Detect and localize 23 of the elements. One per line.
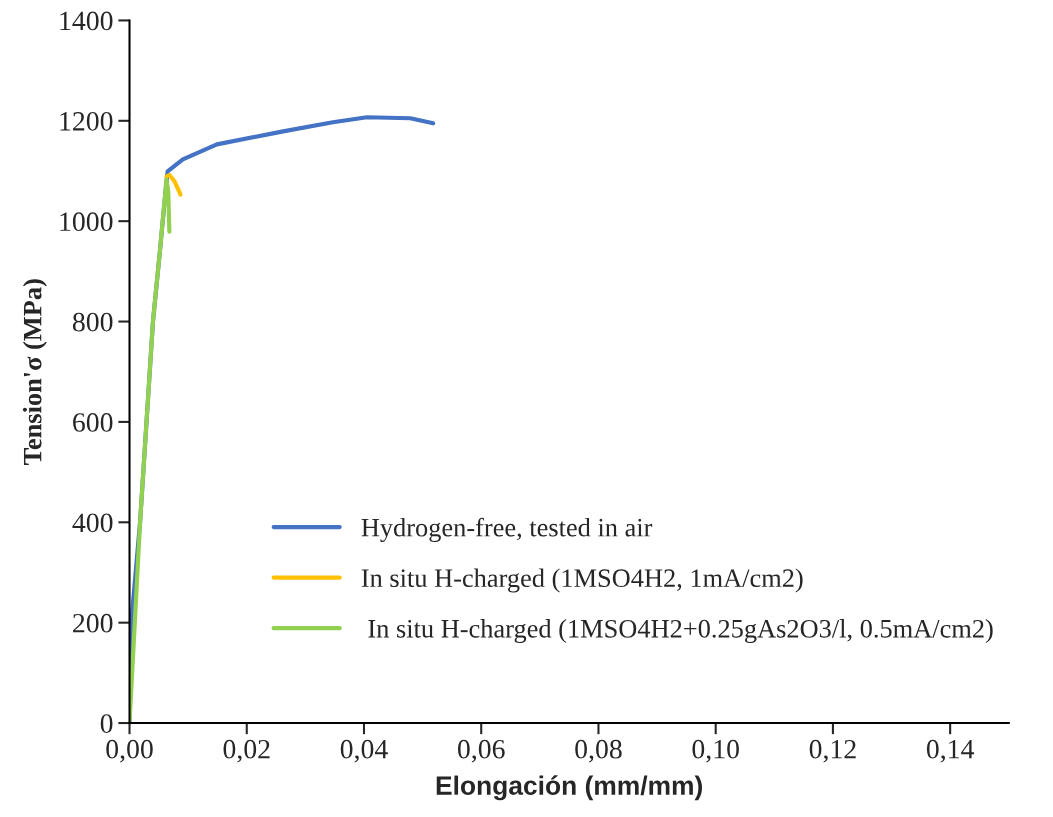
x-tick-label: 0,10 [692, 739, 739, 763]
y-tick-label: 200 [73, 613, 113, 633]
y-tick-label: 800 [72, 312, 113, 332]
x-tick-label: 0,02 [223, 739, 270, 763]
y-tick-label: 400 [72, 513, 113, 533]
x-tick-label: 0,12 [809, 739, 856, 763]
x-tick-label: 0,00 [106, 739, 153, 763]
legend-label: In situ H-charged (1MSO4H2, 1mA/cm2) [361, 568, 803, 593]
legend-label: In situ H-charged (1MSO4H2+0.25gAs2O3/l, 0.5mA/cm2) [368, 619, 993, 644]
y-tick-label: 0 [100, 714, 113, 733]
x-tick-label: 0,04 [340, 739, 388, 763]
line-series [164, 172, 183, 197]
x-tick-label: 0,08 [575, 739, 622, 763]
x-tick-label: 0,14 [926, 739, 975, 763]
y-axis-title: Tension'σ (MPa) [22, 279, 47, 465]
legend-label: Hydrogen-free, tested in air [361, 517, 653, 542]
y-tick-label: 1000 [60, 212, 113, 232]
y-tick-label: 1400 [60, 11, 113, 31]
line-series [129, 177, 172, 724]
y-tick-label: 1200 [60, 111, 113, 131]
x-axis-title: Elongación (mm/mm) [436, 775, 702, 801]
x-tick-label: 0,06 [457, 739, 505, 763]
y-tick-label: 600 [73, 413, 113, 432]
